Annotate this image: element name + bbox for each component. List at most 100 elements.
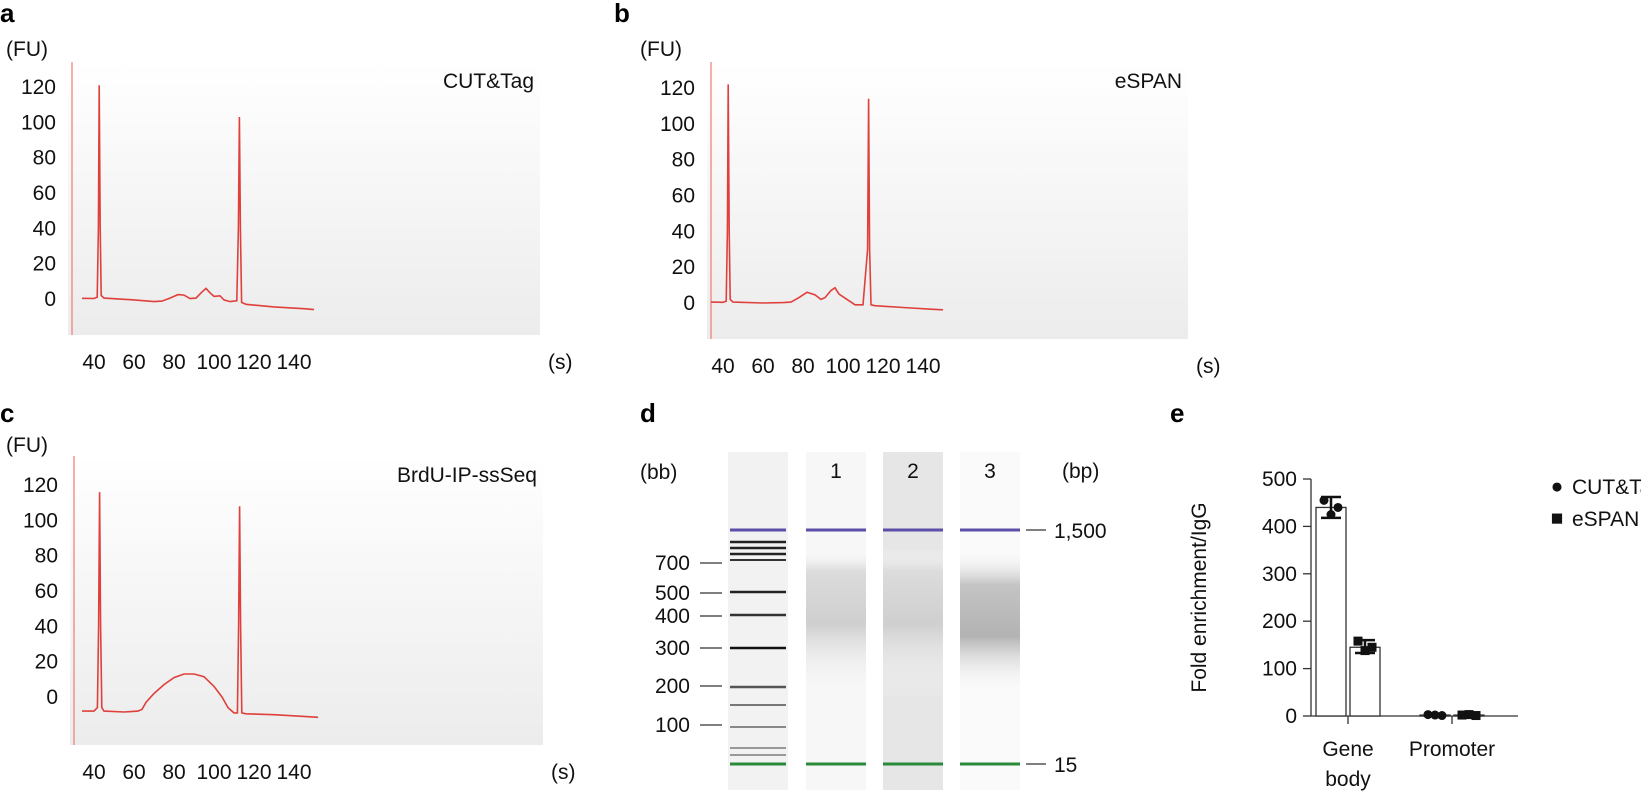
y-tick-label: 400 [1262, 515, 1297, 538]
y-tick-label: 100 [1262, 658, 1297, 681]
panel-e-bar-chart: e 0 100 200 300 400 500 Fold enrichment/IgG Gene… [1170, 398, 1641, 791]
x-tick-label: 40 [82, 351, 105, 374]
x-tick-label: 120 [236, 761, 271, 784]
sample-title: eSPAN [1115, 70, 1182, 93]
y-tick-label: 0 [683, 292, 695, 315]
bar-espan [1349, 646, 1381, 717]
x-tick-label: 100 [196, 351, 231, 374]
y-tick-label: 500 [1262, 468, 1297, 491]
data-point-espan [1464, 710, 1474, 720]
legend-label: eSPAN [1572, 508, 1639, 531]
y-tick-label: 60 [672, 185, 695, 208]
y-tick-label: 20 [672, 256, 695, 279]
plot-background [707, 62, 1188, 339]
ladder-band [730, 726, 786, 728]
ladder-band [730, 540, 786, 544]
y-tick-label: 200 [1262, 610, 1297, 633]
x-tick-label: 80 [162, 351, 185, 374]
y-tick-label: 40 [35, 615, 58, 638]
ladder-size-label: 100 [655, 714, 690, 737]
category-label: body [1325, 768, 1371, 791]
ladder-band [730, 685, 786, 689]
y-tick-label: 100 [21, 111, 56, 134]
ladder-band [730, 704, 786, 706]
y-tick-label: 40 [33, 217, 56, 240]
category-label: Promoter [1409, 738, 1495, 761]
ladder-band [730, 754, 786, 756]
y-tick-label: 100 [23, 509, 58, 532]
x-tick-label: 100 [825, 355, 860, 378]
x-tick-label: 60 [751, 355, 774, 378]
lane-smear [806, 548, 866, 700]
data-point-espan [1353, 636, 1363, 646]
trace-line-brdu-ip-ssseq [82, 492, 319, 719]
legend-marker: ● [1551, 475, 1564, 498]
ladder-band [730, 559, 786, 561]
data-point-cut-tag [1437, 711, 1447, 721]
data-point-espan [1457, 710, 1467, 720]
ladder-size-label: 400 [655, 605, 690, 628]
data-point-cut-tag [1326, 510, 1336, 520]
y-tick-label: 40 [672, 220, 695, 243]
x-tick-label: 80 [791, 355, 814, 378]
panel-label-a: a [0, 0, 15, 28]
x-tick-label: 40 [711, 355, 734, 378]
lane-smear [883, 548, 943, 700]
y-tick-label: 60 [35, 580, 58, 603]
ladder-size-label: 200 [655, 675, 690, 698]
y-tick-label: 120 [23, 474, 58, 497]
legend-label: CUT&Tag [1572, 476, 1641, 499]
right-marker-label: 15 [1054, 754, 1077, 777]
x-tick-label: 120 [236, 351, 271, 374]
x-tick-label: 140 [276, 761, 311, 784]
trace-line-cut-tag [81, 85, 315, 311]
lane-number-label: 3 [984, 460, 996, 483]
y-tick-label: 0 [44, 288, 56, 311]
x-tick-label: 80 [162, 761, 185, 784]
upper-marker-band [960, 528, 1020, 532]
sample-title: CUT&Tag [443, 70, 534, 93]
y-unit-label: (FU) [640, 38, 682, 61]
x-tick-label: 60 [122, 351, 145, 374]
data-point-espan [1360, 646, 1370, 656]
lane-number-label: 1 [830, 460, 842, 483]
ladder-band [730, 590, 786, 594]
ladder-band [730, 646, 786, 650]
lower-marker-band [883, 762, 943, 766]
lane-smear [960, 548, 1020, 695]
bar-cut-tag [1315, 506, 1347, 717]
x-tick-label: 140 [276, 351, 311, 374]
x-unit-label: (s) [548, 351, 573, 374]
x-tick-label: 100 [196, 761, 231, 784]
x-tick-label: 140 [905, 355, 940, 378]
y-tick-label: 80 [33, 147, 56, 170]
ladder-band [730, 762, 786, 766]
category-label: Gene [1322, 738, 1373, 761]
upper-marker-band [883, 528, 943, 532]
panel-label-b: b [614, 0, 630, 28]
sample-title: BrdU-IP-ssSeq [397, 464, 537, 487]
lane-number-label: 2 [907, 460, 919, 483]
x-tick-label: 120 [865, 355, 900, 378]
data-point-cut-tag [1430, 710, 1440, 720]
y-tick-label: 120 [21, 76, 56, 99]
ladder-size-label: 500 [655, 582, 690, 605]
plot-background [70, 456, 543, 745]
data-point-cut-tag [1333, 502, 1343, 512]
x-tick-label: 40 [82, 761, 105, 784]
ladder-band [730, 552, 786, 556]
y-tick-label: 20 [33, 253, 56, 276]
right-unit-label: (bp) [1062, 460, 1099, 483]
ladder-band [730, 613, 786, 617]
ladder-size-label: 700 [655, 552, 690, 575]
left-unit-label: (bb) [640, 461, 677, 484]
lower-marker-band [806, 762, 866, 766]
ladder-size-label: 300 [655, 637, 690, 660]
ladder-band [730, 747, 786, 749]
x-unit-label: (s) [551, 761, 576, 784]
y-tick-label: 60 [33, 182, 56, 205]
trace-line-espan [710, 84, 944, 311]
